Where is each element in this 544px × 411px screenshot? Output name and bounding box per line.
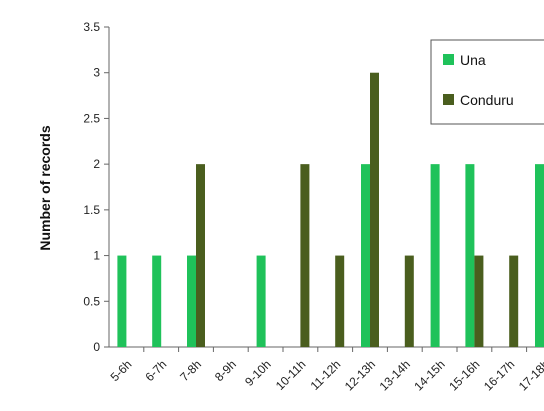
bar-conduru-10-11h [300, 164, 310, 347]
legend-box [430, 39, 544, 125]
x-tick-label: 14-15h [411, 357, 447, 393]
y-tick-label: 3.5 [83, 20, 100, 34]
bar-una-17-18h [535, 164, 544, 347]
x-tick-label: 12-13h [342, 357, 378, 393]
y-tick-label: 2 [93, 157, 100, 171]
x-tick-label: 8-9h [212, 357, 239, 384]
y-tick-label: 1 [93, 249, 100, 263]
y-tick-label: 0 [93, 340, 100, 354]
bar-una-14-15h [430, 164, 440, 347]
legend: Una Conduru [430, 39, 544, 125]
legend-swatch-una [443, 54, 454, 65]
x-tick-label: 17-18h [516, 357, 544, 393]
bar-conduru-7-8h [196, 164, 205, 347]
x-tick-label: 6-7h [142, 357, 169, 384]
x-tick-label: 5-6h [108, 357, 135, 384]
y-tick-label: 1.5 [83, 203, 100, 217]
bar-conduru-11-12h [335, 255, 345, 347]
bar-conduru-13-14h [404, 255, 414, 347]
bar-conduru-16-17h [509, 255, 519, 347]
x-tick-label: 11-12h [308, 357, 344, 393]
y-axis-title: Number of records [37, 125, 53, 250]
x-tick-label: 15-16h [446, 357, 482, 393]
y-tick-label: 0.5 [83, 294, 100, 308]
legend-label-conduru: Conduru [460, 92, 514, 108]
bar-una-7-8h [187, 255, 196, 347]
y-tick-label: 3 [93, 66, 100, 80]
x-tick-label: 9-10h [242, 357, 274, 389]
x-tick-label: 10-11h [273, 357, 309, 393]
y-axis: 0 0.5 1 1.5 2 2.5 3 3.5 [83, 20, 110, 354]
x-tick-label: 16-17h [481, 357, 517, 393]
x-tick-label: 13-14h [377, 357, 413, 393]
bars [117, 72, 544, 347]
legend-label-una: Una [460, 52, 486, 68]
bar-una-5-6h [117, 255, 127, 347]
legend-swatch-conduru [443, 94, 454, 105]
y-tick-label: 2.5 [83, 111, 100, 125]
bar-conduru-15-16h [474, 255, 484, 347]
x-tick-label: 7-8h [177, 357, 204, 384]
bar-una-9-10h [256, 255, 266, 347]
bar-una-6-7h [152, 255, 162, 347]
bar-una-15-16h [465, 164, 475, 347]
x-axis: 5-6h 6-7h 7-8h 8-9h 9-10h 10-11h 11-12h12-13h1… [108, 346, 544, 394]
bar-una-12-13h [361, 164, 370, 347]
bar-conduru-12-13h [370, 72, 379, 347]
